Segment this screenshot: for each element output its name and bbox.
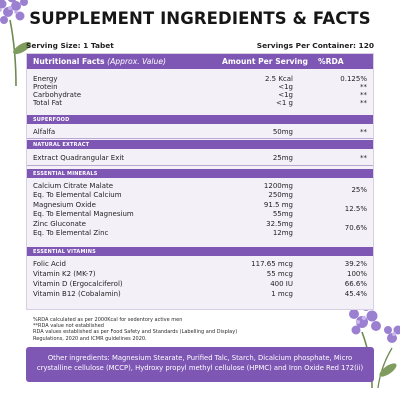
divider [27, 165, 373, 166]
serving-info: Serving Size: 1 Tabet Servings Per Conta… [26, 41, 374, 50]
rda-value: 25% [351, 186, 367, 194]
serving-size: Serving Size: 1 Tabet [26, 41, 114, 50]
divider [27, 138, 373, 139]
section-superfood: SUPERFOOD [27, 115, 373, 124]
rda-value: 12.5% [344, 205, 367, 213]
table-row: Total Fat <1 g ** [33, 99, 367, 107]
other-ingredients: Other ingredients: Magnesium Stearate, P… [26, 347, 374, 382]
section-essential-vitamins: ESSENTIAL VITAMINS [27, 247, 373, 256]
table-row: Calcium Citrate Malate 1200mg [33, 182, 293, 190]
table-row: Extract Quadrangular Exit 25mg ** [33, 154, 367, 162]
table-row: Magnesium Oxide 91.5 mg [33, 201, 293, 209]
table-row: Carbohydrate <1g ** [33, 91, 367, 99]
table-header: Nutritional Facts (Approx. Value) Amount… [27, 54, 373, 69]
table-row: Vitamin K2 (MK-7) 55 mcg 100% [33, 270, 367, 278]
table-row: Vitamin D (Ergocalciferol) 400 IU 66.6% [33, 280, 367, 288]
header-rda: %RDA [318, 57, 344, 66]
footnotes: %RDA calculated as per 2000Kcal for sede… [33, 317, 323, 342]
facts-table: Nutritional Facts (Approx. Value) Amount… [26, 53, 374, 310]
footnote: **RDA value not established [33, 323, 104, 330]
servings-per-container: Servings Per Container: 120 [256, 41, 374, 50]
table-row: Protein <1g ** [33, 83, 367, 91]
footnote: %RDA calculated as per 2000Kcal for sede… [33, 317, 183, 323]
footnote: Regulations, 2020 and ICMR guidelines 20… [33, 335, 147, 342]
rda-value: 70.6% [344, 224, 367, 232]
table-row: Alfalfa 50mg ** [33, 128, 367, 136]
alfalfa-flower-icon [0, 0, 31, 86]
table-row: Folic Acid 117.65 mcg 39.2% [33, 260, 367, 268]
footnote: RDA values established as per Food Safet… [33, 329, 238, 336]
table-row: Eq. To Elemental Zinc 12mg [33, 229, 293, 237]
table-row: Energy 2.5 Kcal 0.125% [33, 75, 367, 83]
header-nutrition: Nutritional Facts (Approx. Value) [33, 57, 166, 66]
table-row: Eq. To Elemental Magnesium 55mg [33, 210, 293, 218]
table-row: Eq. To Elemental Calcium 250mg [33, 191, 293, 199]
page-title: SUPPLEMENT INGREDIENTS & FACTS [29, 9, 371, 28]
header-amount: Amount Per Serving [222, 57, 308, 66]
table-row: Zinc Gluconate 32.5mg [33, 220, 293, 228]
section-essential-minerals: ESSENTIAL MINERALS [27, 169, 373, 178]
section-natural-extract: NATURAL EXTRACT [27, 140, 373, 149]
table-row: Vitamin B12 (Cobalamin) 1 mcg 45.4% [33, 290, 367, 298]
